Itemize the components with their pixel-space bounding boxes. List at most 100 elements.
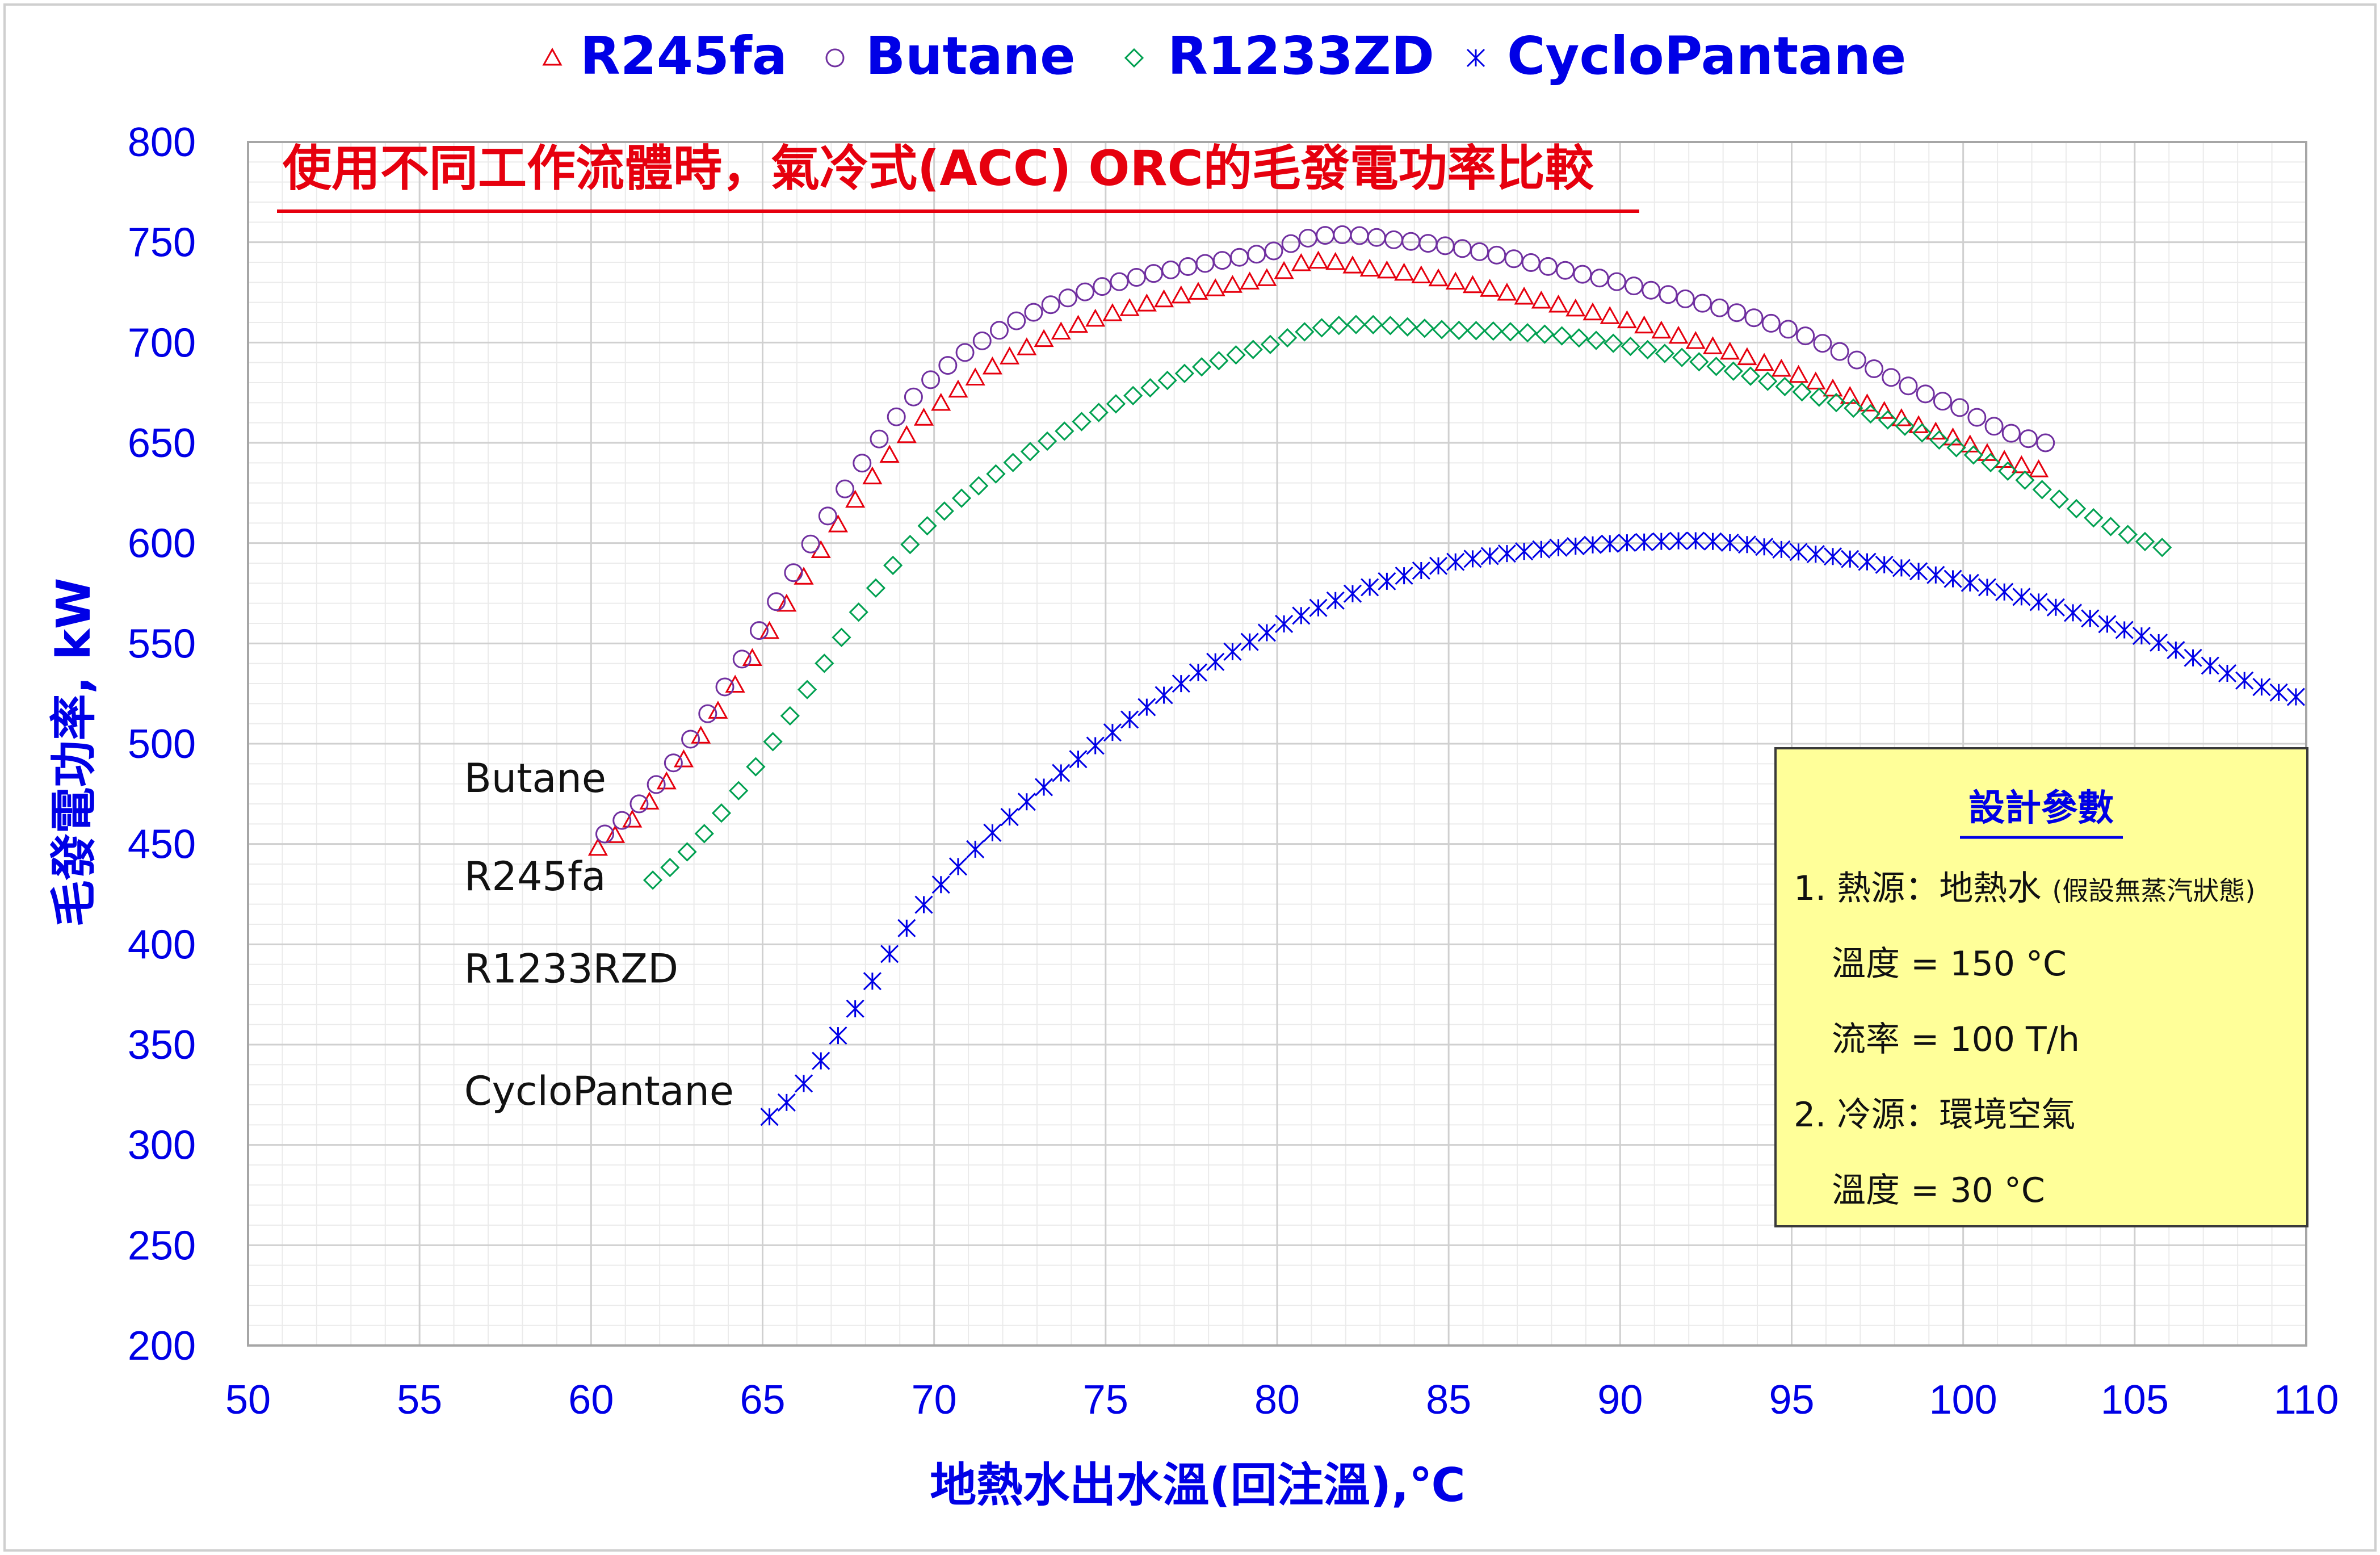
data-point (1754, 353, 1774, 371)
asterisk-strokes (1446, 552, 1465, 571)
x-tick-label: 105 (2101, 1377, 2169, 1423)
data-point (1086, 736, 1105, 755)
info-box-background (1774, 747, 2308, 1227)
data-point (2132, 627, 2151, 646)
legend-marker-diamond (1124, 48, 1144, 68)
data-point (715, 677, 734, 697)
y-tick-label: 700 (128, 320, 196, 366)
data-point (1878, 410, 1898, 430)
data-point (1376, 260, 1397, 279)
data-point (1189, 663, 1208, 682)
data-point (1209, 351, 1229, 371)
data-point (1912, 423, 1932, 443)
data-point (1137, 698, 1156, 716)
data-point (1651, 320, 1672, 339)
data-point (2118, 525, 2138, 544)
data-point (2032, 480, 2052, 500)
asterisk-strokes (1703, 532, 1722, 551)
data-point (1222, 275, 1243, 293)
data-point (1638, 339, 1657, 360)
data-point (1329, 316, 1349, 336)
data-point (1858, 552, 1877, 571)
data-point (1346, 315, 1366, 334)
data-point (1535, 324, 1555, 344)
data-point (887, 407, 906, 426)
data-point (1607, 272, 1626, 291)
data-point (1432, 320, 1452, 339)
asterisk-strokes (1823, 547, 1842, 566)
asterisk-strokes (1103, 723, 1122, 742)
asterisk-strokes (1326, 591, 1345, 610)
data-point (780, 706, 800, 726)
y-tick-label: 350 (128, 1022, 196, 1068)
data-point (1978, 578, 1997, 597)
x-tick-label: 70 (912, 1377, 957, 1423)
data-point (2218, 664, 2237, 683)
data-point (1789, 543, 1808, 561)
data-point (1504, 249, 1523, 269)
data-point (1412, 561, 1430, 580)
asterisk-strokes (1086, 736, 1105, 755)
data-point (1007, 311, 1026, 330)
data-point (1154, 289, 1174, 308)
x-tick-label: 100 (1929, 1377, 1997, 1423)
data-point (1892, 559, 1911, 577)
data-point (1480, 547, 1499, 565)
data-point (776, 593, 797, 612)
data-point (1257, 623, 1276, 642)
data-point (948, 379, 968, 398)
annotation-r1233rzd: R1233RZD (464, 945, 678, 992)
asterisk-strokes (2201, 656, 2219, 675)
data-point (846, 999, 864, 1018)
data-point (2152, 538, 2172, 558)
asterisk-strokes (966, 840, 985, 858)
x-tick-label: 95 (1769, 1377, 1814, 1423)
data-point (921, 370, 941, 389)
data-point (2235, 671, 2254, 690)
data-point (1929, 430, 1949, 450)
data-point (1823, 378, 1843, 397)
data-point (1069, 750, 1088, 769)
legend-item-cyclopantane: CycloPantane (1466, 26, 1906, 86)
data-point (1926, 565, 1945, 584)
asterisk-strokes (1137, 698, 1156, 716)
asterisk-strokes (1755, 538, 1774, 556)
data-point (1925, 421, 1946, 440)
asterisk-strokes (2167, 641, 2185, 660)
data-point (742, 648, 762, 667)
data-point (732, 649, 752, 669)
asterisk-strokes (1240, 632, 1259, 651)
data-point (1655, 343, 1675, 363)
asterisk-strokes (1652, 532, 1670, 551)
data-point (1295, 322, 1315, 342)
asterisk-strokes (1480, 547, 1499, 565)
asterisk-strokes (1378, 572, 1396, 590)
data-point (1257, 268, 1277, 286)
asterisk-strokes (1944, 569, 1962, 588)
data-point (1710, 298, 1730, 317)
data-point (1703, 532, 1722, 551)
data-point (917, 516, 937, 536)
data-point (749, 621, 769, 640)
data-point (955, 343, 975, 362)
data-point (883, 555, 903, 575)
data-point (1625, 276, 1644, 296)
data-point (1363, 315, 1383, 334)
x-tick-label: 85 (1426, 1377, 1471, 1423)
asterisk-strokes (1789, 543, 1808, 561)
data-point (1950, 398, 1970, 417)
data-point (853, 454, 872, 473)
data-point (1899, 376, 1918, 396)
data-point (1102, 303, 1123, 321)
asterisk-strokes (1875, 555, 1894, 574)
data-point (1857, 393, 1878, 412)
data-point (1093, 277, 1112, 296)
data-point (1569, 328, 1589, 348)
data-point (1292, 606, 1311, 625)
data-point (1984, 417, 2004, 436)
asterisk-strokes (2012, 588, 2031, 606)
data-point (1933, 392, 1952, 411)
asterisk-strokes (1120, 710, 1139, 729)
asterisk-strokes (1892, 559, 1911, 577)
asterisk-strokes (1737, 535, 1757, 554)
